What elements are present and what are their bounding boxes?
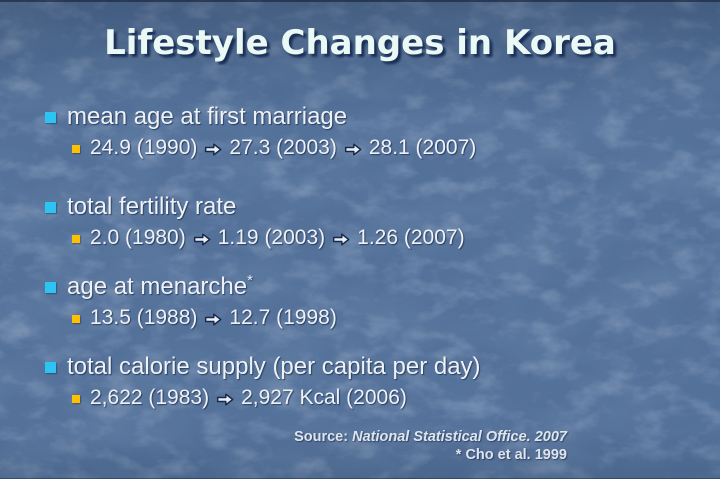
- bullet-label: total fertility rate: [67, 190, 236, 223]
- bullet-sub-line: 24.9 (1990) 27.3 (2003) 28.1 (2007): [72, 133, 705, 163]
- bullet-values: 2,622 (1983) 2,927 Kcal (2006): [90, 383, 407, 413]
- bullet-values: 2.0 (1980) 1.19 (2003) 1.26 (2007): [90, 223, 465, 253]
- value-text: 12.7 (1998): [229, 306, 337, 329]
- bullet-sub-line: 2.0 (1980) 1.19 (2003) 1.26 (2007): [72, 223, 705, 253]
- sub-bullet-square-icon: [72, 315, 80, 323]
- main-bullet-square-icon: [45, 282, 56, 293]
- bullet-label: age at menarche*: [67, 270, 253, 303]
- bullet-sub-line: 2,622 (1983) 2,927 Kcal (2006): [72, 383, 705, 413]
- bullet-label-superscript: *: [247, 273, 253, 289]
- bullet-main-line: total calorie supply (per capita per day…: [45, 350, 705, 383]
- value-text: 2.0 (1980): [90, 226, 186, 249]
- main-bullet-square-icon: [45, 362, 56, 373]
- bullet-group: total calorie supply (per capita per day…: [45, 350, 705, 413]
- main-bullet-square-icon: [45, 202, 56, 213]
- arrow-right-icon: [193, 232, 211, 246]
- bullet-label-text: mean age at first marriage: [67, 103, 348, 130]
- bullet-label-text: total fertility rate: [67, 193, 237, 220]
- source-citation: National Statistical Office. 2007: [352, 429, 567, 445]
- value-text: 24.9 (1990): [90, 136, 198, 159]
- bullet-values: 13.5 (1988) 12.7 (1998): [90, 303, 337, 333]
- bullet-list: mean age at first marriage 24.9 (1990) 2…: [45, 100, 705, 430]
- bullet-group: mean age at first marriage 24.9 (1990) 2…: [45, 100, 705, 163]
- value-text: 13.5 (1988): [90, 306, 198, 329]
- value-text: 28.1 (2007): [368, 136, 477, 159]
- bullet-label-text: total calorie supply (per capita per day…: [67, 353, 481, 380]
- bullet-label-text: age at menarche: [67, 273, 248, 300]
- arrow-right-icon: [333, 232, 350, 246]
- bullet-group: age at menarche* 13.5 (1988) 12.7 (1998): [45, 270, 705, 333]
- value-text: 2,622 (1983): [90, 386, 210, 409]
- sub-bullet-square-icon: [72, 395, 80, 403]
- arrow-right-icon: [205, 312, 222, 326]
- arrow-right-icon: [205, 142, 222, 156]
- bullet-label: total calorie supply (per capita per day…: [67, 350, 481, 383]
- bullet-main-line: total fertility rate: [45, 190, 705, 223]
- value-text: 2,927 Kcal (2006): [241, 386, 407, 409]
- arrow-right-icon: [344, 142, 362, 156]
- source-line: Source: National Statistical Office. 200…: [294, 428, 567, 446]
- slide-title: Lifestyle Changes in Korea: [104, 23, 616, 63]
- bullet-sub-line: 13.5 (1988) 12.7 (1998): [72, 303, 705, 333]
- source-block: Source: National Statistical Office. 200…: [294, 428, 567, 464]
- bullet-main-line: mean age at first marriage: [45, 100, 705, 133]
- value-text: 27.3 (2003): [229, 136, 337, 159]
- sub-bullet-square-icon: [72, 235, 80, 243]
- bullet-label: mean age at first marriage: [67, 100, 347, 133]
- arrow-right-icon: [217, 392, 234, 406]
- value-text: 1.26 (2007): [357, 226, 465, 249]
- sub-bullet-square-icon: [72, 145, 80, 153]
- bullet-group: total fertility rate 2.0 (1980) 1.19 (20…: [45, 190, 705, 253]
- value-text: 1.19 (2003): [217, 226, 326, 249]
- source-prefix: Source:: [294, 429, 353, 445]
- main-bullet-square-icon: [45, 112, 56, 123]
- source-footnote: * Cho et al. 1999: [455, 447, 567, 463]
- bullet-main-line: age at menarche*: [45, 270, 705, 303]
- bullet-values: 24.9 (1990) 27.3 (2003) 28.1 (2007): [90, 133, 476, 163]
